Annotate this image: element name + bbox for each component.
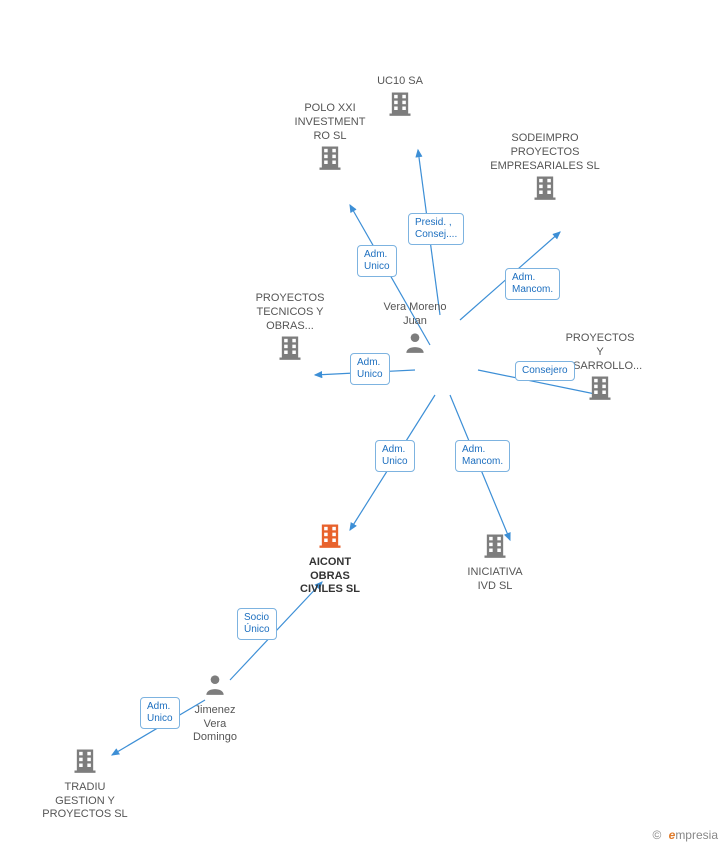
node-label: SODEIMPRO PROYECTOS EMPRESARIALES SL <box>475 132 615 173</box>
node-label: Vera Moreno Juan <box>370 301 460 329</box>
node-label: AICONT OBRAS CIVILES SL <box>285 556 375 597</box>
node-label: UC10 SA <box>365 75 435 89</box>
person-icon <box>202 671 228 697</box>
person-node-jimenez[interactable]: Jimenez Vera Domingo <box>175 671 255 745</box>
node-label: TRADIU GESTION Y PROYECTOS SL <box>30 781 140 822</box>
edge-label: Adm. Unico <box>375 440 415 472</box>
edge-label: Adm. Mancom. <box>505 268 560 300</box>
edge-label: Adm. Unico <box>357 245 397 277</box>
diagram-canvas: POLO XXI INVESTMENT RO SL UC10 SA SODEIM… <box>0 0 728 850</box>
building-icon <box>386 89 414 117</box>
building-icon <box>316 143 344 171</box>
node-label: INICIATIVA IVD SL <box>450 566 540 594</box>
edge-label: Consejero <box>515 361 575 381</box>
building-icon <box>316 521 344 549</box>
company-node-sodeimpro[interactable]: SODEIMPRO PROYECTOS EMPRESARIALES SL <box>475 130 615 206</box>
building-icon <box>481 531 509 559</box>
person-icon <box>402 329 428 355</box>
building-icon <box>586 373 614 401</box>
copyright-symbol: © <box>652 828 661 842</box>
company-node-ptec[interactable]: PROYECTOS TECNICOS Y OBRAS... <box>240 290 340 366</box>
building-icon <box>276 333 304 361</box>
brand-rest: mpresia <box>675 828 718 842</box>
company-node-aicont[interactable]: AICONT OBRAS CIVILES SL <box>285 521 375 597</box>
node-label: Jimenez Vera Domingo <box>175 704 255 745</box>
edge-label: Presid. , Consej.... <box>408 213 464 245</box>
person-node-vera[interactable]: Vera Moreno Juan <box>370 299 460 359</box>
edge-label: Adm. Mancom. <box>455 440 510 472</box>
building-icon <box>71 746 99 774</box>
edge-label: Adm. Unico <box>140 697 180 729</box>
company-node-uc10[interactable]: UC10 SA <box>365 73 435 122</box>
watermark: © empresia <box>652 828 718 842</box>
edge-label: Socio Único <box>237 608 277 640</box>
company-node-iniciativa[interactable]: INICIATIVA IVD SL <box>450 531 540 593</box>
company-node-tradiu[interactable]: TRADIU GESTION Y PROYECTOS SL <box>30 746 140 822</box>
building-icon <box>531 173 559 201</box>
node-label: PROYECTOS TECNICOS Y OBRAS... <box>240 292 340 333</box>
company-node-polo[interactable]: POLO XXI INVESTMENT RO SL <box>285 100 375 176</box>
edge-label: Adm. Unico <box>350 353 390 385</box>
node-label: POLO XXI INVESTMENT RO SL <box>285 102 375 143</box>
